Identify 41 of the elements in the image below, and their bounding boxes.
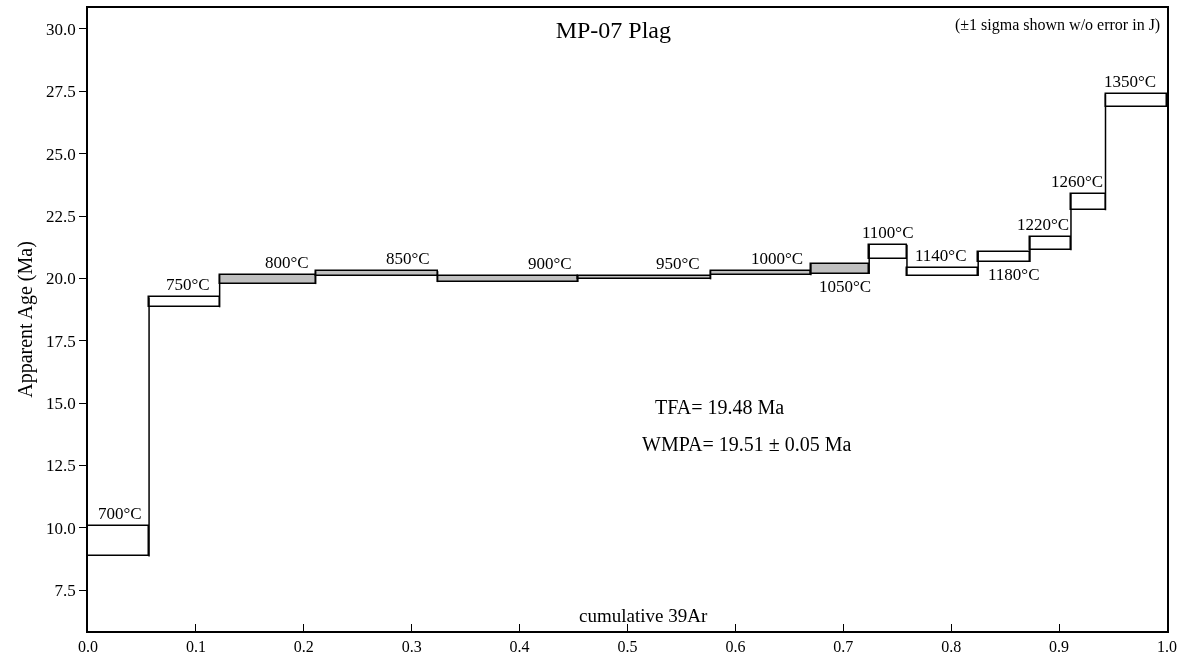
annotation: 950°C [656, 254, 700, 273]
x-tick-label: 0.0 [78, 637, 98, 655]
y-axis-title: Apparent Age (Ma) [14, 241, 38, 398]
annotation: 750°C [166, 275, 210, 294]
y-tick-label: 7.5 [54, 581, 76, 601]
annotation: 1100°C [862, 223, 914, 242]
annotation: 900°C [528, 254, 572, 273]
y-tick-label: 10.0 [46, 518, 76, 538]
annotation: 1140°C [915, 246, 967, 265]
annotation: TFA= 19.48 Ma [655, 396, 785, 418]
annotation: 1220°C [1017, 215, 1070, 234]
annotation: 1180°C [988, 265, 1040, 284]
annotation: 1050°C [819, 277, 872, 296]
y-tick-label: 30.0 [46, 19, 76, 39]
x-tick-label: 0.1 [185, 637, 206, 655]
annotation: 700°C [98, 504, 142, 523]
chart-title: MP-07 Plag [555, 17, 672, 44]
x-tick-label: 0.5 [617, 637, 638, 655]
y-tick-label: 22.5 [46, 206, 76, 226]
y-tick-label: 17.5 [46, 331, 76, 351]
y-tick-label: 12.5 [46, 456, 76, 476]
x-axis-title: cumulative 39Ar [579, 605, 708, 626]
x-tick-label: 0.4 [509, 637, 530, 655]
annotation: 1350°C [1104, 72, 1157, 91]
annotation: 800°C [265, 253, 309, 272]
y-tick-label: 25.0 [46, 144, 76, 164]
y-tick-label: 20.0 [46, 269, 76, 289]
x-tick-label: 0.3 [401, 637, 422, 655]
x-tick-label: 1.0 [1157, 637, 1177, 655]
y-tick-label: 27.5 [46, 82, 76, 102]
x-tick-label: 0.6 [725, 637, 746, 655]
x-tick-label: 0.2 [293, 637, 314, 655]
x-tick-label: 0.7 [833, 637, 854, 655]
y-tick-label: 15.0 [46, 394, 76, 413]
x-tick-label: 0.8 [941, 637, 962, 655]
annotation: 850°C [386, 249, 430, 268]
annotation: 1000°C [751, 249, 804, 268]
annotation: (±1 sigma shown w/o error in J) [955, 16, 1161, 34]
annotation: WMPA= 19.51 ± 0.05 Ma [642, 433, 852, 455]
x-tick-label: 0.9 [1049, 637, 1070, 655]
annotation: 1260°C [1051, 172, 1104, 191]
